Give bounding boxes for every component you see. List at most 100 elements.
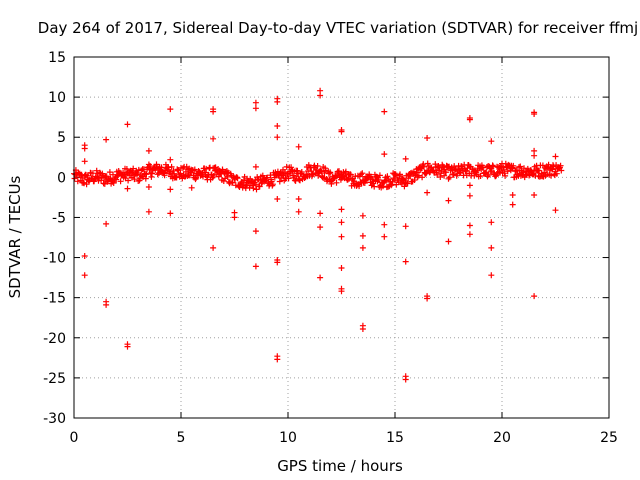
outlier-point <box>274 259 281 266</box>
outlier-point <box>338 265 345 271</box>
outlier-point <box>274 196 281 202</box>
band-point <box>557 162 564 169</box>
band-point <box>376 172 383 179</box>
band-point <box>328 180 335 187</box>
outlier-point <box>188 184 195 191</box>
outlier-point <box>124 343 131 350</box>
outlier-point <box>210 135 217 142</box>
band-point <box>438 168 445 174</box>
band-point <box>253 186 260 193</box>
band-point <box>117 178 124 185</box>
band-point <box>333 179 340 186</box>
outlier-point <box>252 263 259 270</box>
outlier-point <box>167 210 174 217</box>
band-point <box>243 182 250 189</box>
outlier-point <box>124 121 131 128</box>
y-tick-label: -10 <box>43 251 66 267</box>
outlier-point <box>488 219 495 226</box>
band-point <box>168 163 175 170</box>
band-point <box>400 176 407 183</box>
band-point <box>371 183 378 190</box>
band-point <box>421 163 427 170</box>
outlier-point <box>466 182 473 189</box>
band-point <box>375 176 382 183</box>
outlier-point <box>531 152 538 159</box>
outlier-point <box>103 301 110 308</box>
band-point <box>384 173 391 180</box>
chart-title: Day 264 of 2017, Sidereal Day-to-day VTE… <box>38 19 638 37</box>
band-point <box>454 166 461 173</box>
y-tick-label: 15 <box>48 50 66 66</box>
band-point <box>170 167 177 174</box>
band-point <box>71 175 78 182</box>
outlier-point <box>338 128 345 135</box>
band-point <box>411 177 418 183</box>
band-point <box>319 174 326 181</box>
outlier-point <box>488 244 495 251</box>
band-point <box>517 163 524 170</box>
band-point <box>510 162 517 169</box>
outlier-point <box>81 272 88 279</box>
outlier-point <box>167 106 174 113</box>
band-point <box>113 176 120 183</box>
outlier-point <box>381 221 388 228</box>
band-point <box>264 174 271 181</box>
outlier-point <box>552 153 559 160</box>
outlier-point <box>445 238 452 245</box>
outlier-point <box>509 201 516 208</box>
y-tick-label: 5 <box>57 130 66 146</box>
outlier-point <box>338 288 345 295</box>
outlier-point <box>424 295 431 302</box>
outlier-point <box>531 192 538 198</box>
x-tick-label: 0 <box>70 430 79 446</box>
band-point <box>397 171 403 178</box>
outlier-point <box>317 210 324 217</box>
band-point <box>143 171 150 178</box>
band-point <box>106 169 113 176</box>
outlier-point <box>231 214 238 221</box>
outlier-point <box>252 163 259 170</box>
outlier-point <box>103 220 110 227</box>
outlier-point <box>317 92 324 99</box>
outlier-point <box>317 224 324 231</box>
band-point <box>450 171 457 178</box>
band-point <box>342 168 349 175</box>
outlier-point <box>145 184 152 190</box>
x-tick-label: 10 <box>279 430 297 446</box>
outlier-point <box>167 186 174 193</box>
band-point <box>373 173 380 180</box>
band-point <box>294 167 301 174</box>
outlier-point <box>402 258 409 265</box>
band-point <box>359 170 366 177</box>
y-tick-label: 0 <box>57 170 66 186</box>
x-tick-label: 5 <box>177 430 186 446</box>
outlier-point <box>466 231 473 238</box>
band-point <box>485 171 492 178</box>
outlier-point <box>124 185 131 192</box>
x-tick-label: 25 <box>600 430 618 446</box>
band-point <box>419 174 426 181</box>
outlier-point <box>402 155 409 162</box>
outlier-point <box>295 208 302 215</box>
outlier-point <box>402 376 409 383</box>
band-point <box>502 172 509 179</box>
band-point <box>74 178 81 185</box>
band-point <box>477 173 484 179</box>
band-point <box>285 175 292 182</box>
y-tick-label: -15 <box>43 291 66 307</box>
band-point <box>234 175 241 182</box>
band-point <box>309 171 316 178</box>
y-tick-label: -20 <box>43 331 66 347</box>
outlier-point <box>145 208 152 215</box>
band-point <box>388 182 395 189</box>
y-tick-label: -25 <box>43 371 66 387</box>
band-point <box>154 171 161 178</box>
outlier-point <box>424 189 431 196</box>
outlier-point <box>381 151 388 158</box>
outlier-point <box>488 138 495 145</box>
band-point <box>130 165 137 172</box>
outlier-point <box>252 99 259 106</box>
outlier-point <box>488 272 495 279</box>
band-point <box>256 183 263 190</box>
